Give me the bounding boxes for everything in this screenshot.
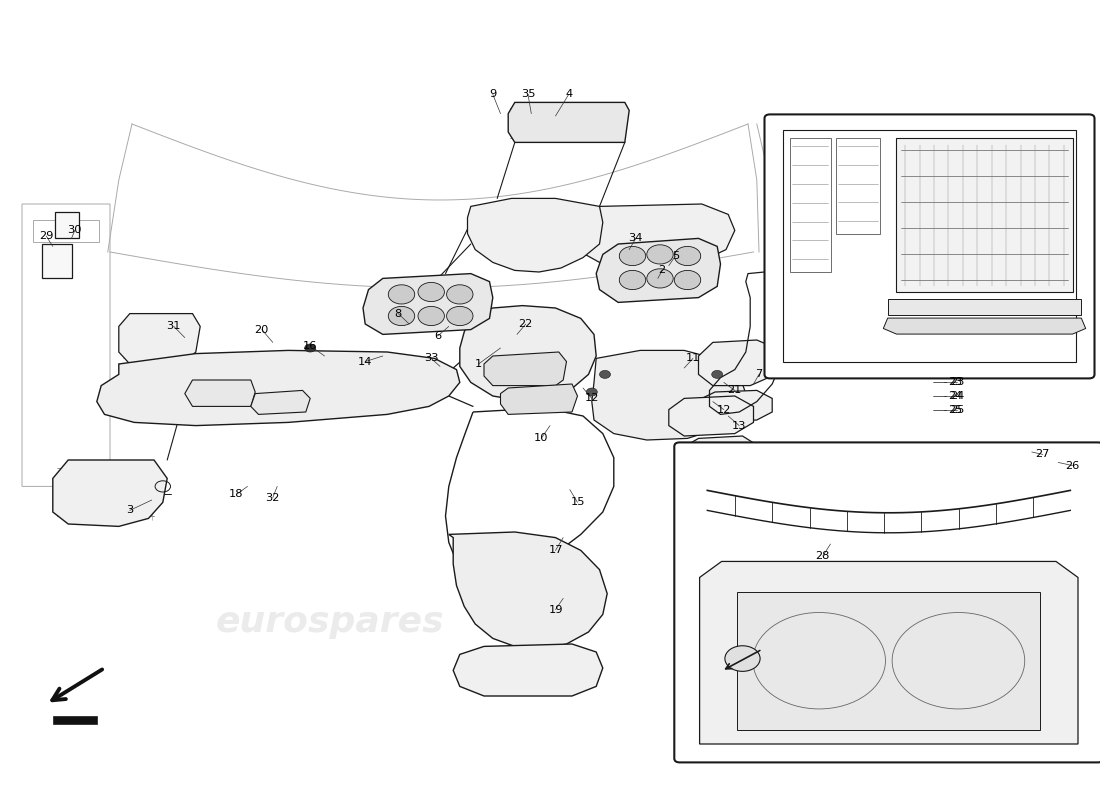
Text: 34: 34	[628, 234, 643, 243]
Text: 12: 12	[716, 405, 732, 414]
Text: 15: 15	[570, 498, 585, 507]
Bar	[888, 299, 1081, 315]
Text: 10: 10	[534, 434, 549, 443]
Circle shape	[725, 646, 760, 671]
Polygon shape	[185, 380, 255, 406]
Text: 5: 5	[672, 251, 679, 261]
Text: 17: 17	[548, 546, 563, 555]
Circle shape	[647, 269, 673, 288]
Text: 7: 7	[756, 370, 762, 379]
Text: 26: 26	[1066, 461, 1079, 470]
Text: 4: 4	[565, 90, 572, 99]
FancyBboxPatch shape	[764, 114, 1094, 378]
Circle shape	[447, 285, 473, 304]
Polygon shape	[500, 384, 578, 414]
Polygon shape	[682, 436, 759, 470]
Polygon shape	[484, 352, 566, 386]
Polygon shape	[53, 716, 97, 724]
Text: 33: 33	[424, 354, 439, 363]
Text: 1: 1	[475, 359, 482, 369]
Text: 23: 23	[948, 378, 961, 387]
Text: 9: 9	[490, 90, 496, 99]
Polygon shape	[453, 644, 603, 696]
Circle shape	[712, 370, 723, 378]
Text: 16: 16	[302, 341, 318, 350]
Circle shape	[388, 306, 415, 326]
Text: 19: 19	[548, 605, 563, 614]
Text: eurospares: eurospares	[818, 589, 959, 608]
Polygon shape	[592, 350, 746, 440]
Text: 29: 29	[39, 231, 54, 241]
FancyBboxPatch shape	[674, 442, 1100, 762]
Text: 14: 14	[358, 357, 373, 366]
Text: 12: 12	[584, 394, 600, 403]
Text: eurospares: eurospares	[859, 240, 1000, 259]
Text: 23: 23	[949, 378, 965, 387]
Bar	[896, 138, 1072, 293]
Polygon shape	[449, 532, 607, 650]
Circle shape	[586, 388, 597, 396]
Circle shape	[447, 306, 473, 326]
Polygon shape	[702, 390, 772, 422]
Text: 25: 25	[948, 405, 961, 414]
Polygon shape	[97, 350, 460, 426]
Polygon shape	[578, 204, 735, 262]
Polygon shape	[42, 244, 72, 278]
Polygon shape	[883, 318, 1086, 334]
Polygon shape	[669, 396, 754, 436]
Text: 28: 28	[815, 551, 830, 561]
Circle shape	[418, 282, 444, 302]
Text: 31: 31	[166, 322, 182, 331]
Text: 6: 6	[434, 331, 441, 341]
Polygon shape	[508, 102, 629, 142]
Polygon shape	[460, 306, 596, 400]
Circle shape	[418, 306, 444, 326]
Text: 24: 24	[948, 391, 961, 401]
Circle shape	[600, 370, 610, 378]
Polygon shape	[55, 212, 79, 238]
Circle shape	[619, 246, 646, 266]
Text: 2: 2	[659, 266, 666, 275]
Text: 21: 21	[727, 386, 742, 395]
Circle shape	[388, 285, 415, 304]
Text: 13: 13	[732, 421, 747, 430]
Text: 32: 32	[265, 493, 280, 502]
Text: 25: 25	[949, 405, 965, 414]
Polygon shape	[119, 314, 200, 364]
Polygon shape	[596, 238, 720, 302]
Circle shape	[674, 246, 701, 266]
Polygon shape	[363, 274, 493, 334]
Text: 20: 20	[254, 325, 270, 334]
Text: 27: 27	[1035, 450, 1050, 459]
Text: 22: 22	[519, 319, 532, 329]
Circle shape	[619, 270, 646, 290]
Text: 30: 30	[67, 226, 82, 235]
Circle shape	[674, 270, 701, 290]
Polygon shape	[700, 562, 1078, 744]
Polygon shape	[251, 390, 310, 414]
Text: 35: 35	[520, 90, 536, 99]
Circle shape	[647, 245, 673, 264]
Text: 18: 18	[229, 490, 244, 499]
Polygon shape	[698, 340, 779, 386]
Text: 3: 3	[126, 506, 133, 515]
Text: 24: 24	[950, 391, 964, 401]
Text: eurospares: eurospares	[216, 606, 444, 639]
Bar	[737, 592, 1041, 730]
Text: 8: 8	[395, 309, 402, 318]
Text: 11: 11	[685, 354, 701, 363]
Polygon shape	[468, 198, 603, 272]
Circle shape	[305, 344, 316, 352]
Polygon shape	[53, 460, 167, 526]
Text: eurospares: eurospares	[216, 375, 444, 409]
